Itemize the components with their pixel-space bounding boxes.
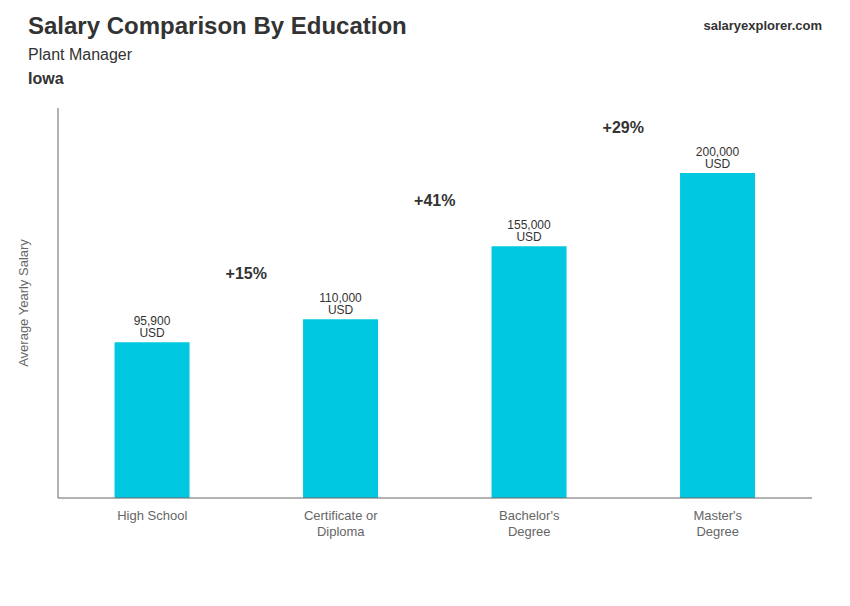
html-text:Iowa: Iowa: [28, 70, 64, 87]
svg-text:+41%: +41%: [414, 192, 455, 209]
html-text:Salary Comparison By Education: Salary Comparison By Education: [28, 12, 407, 39]
svg-text:+29%: +29%: [603, 119, 644, 136]
svg-text:200,000USD: 200,000USD: [696, 145, 740, 171]
svg-text:+15%: +15%: [226, 265, 267, 282]
svg-text:95,900USD: 95,900USD: [134, 314, 171, 340]
svg-text:Bachelor'sDegree: Bachelor'sDegree: [499, 508, 560, 539]
html-text:Plant Manager: Plant Manager: [28, 46, 133, 63]
svg-text:Certificate orDiploma: Certificate orDiploma: [304, 508, 378, 539]
svg-text:High School: High School: [117, 508, 187, 523]
html-text:salaryexplorer.com: salaryexplorer.com: [703, 18, 822, 33]
svg-text:Master'sDegree: Master'sDegree: [693, 508, 742, 539]
svg-text:110,000USD: 110,000USD: [319, 291, 362, 317]
svg-text:Average Yearly Salary: Average Yearly Salary: [16, 239, 31, 367]
svg-text:155,000USD: 155,000USD: [507, 218, 551, 244]
